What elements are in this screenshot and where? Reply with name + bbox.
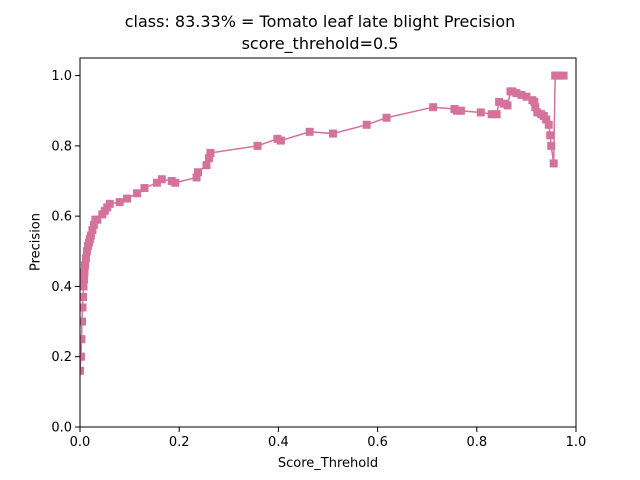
data-point: [546, 131, 555, 140]
data-point: [133, 189, 142, 198]
y-tick-label: 0.6: [51, 210, 72, 225]
data-point: [140, 184, 149, 193]
data-point: [157, 175, 166, 184]
data-point: [115, 198, 124, 207]
data-point: [80, 317, 86, 326]
data-point: [549, 159, 558, 168]
data-point: [171, 178, 180, 187]
data-point: [80, 268, 89, 277]
data-point: [429, 103, 438, 112]
data-point: [80, 275, 88, 284]
data-point: [152, 178, 161, 187]
data-point: [82, 247, 91, 256]
data-point: [522, 92, 531, 101]
data-point: [105, 199, 114, 208]
data-point: [382, 113, 391, 122]
data-point: [123, 194, 132, 203]
data-point: [86, 231, 95, 240]
x-tick-label: 0.2: [169, 435, 190, 450]
data-point: [512, 89, 521, 98]
data-point: [542, 115, 551, 124]
chart-title: class: 83.33% = Tomato leaf late blight …: [124, 12, 516, 31]
data-point: [495, 97, 504, 106]
data-point: [305, 127, 314, 136]
data-point: [476, 108, 485, 117]
data-point: [93, 215, 102, 224]
data-point: [544, 120, 553, 129]
data-point: [206, 148, 215, 157]
x-tick-label: 0.6: [367, 435, 388, 450]
data-point: [530, 97, 539, 106]
data-point: [328, 129, 337, 138]
plot-axes: 0.0 0.2 0.4 0.6 0.8 1.0 0.0 0.2 0.4 0.6 0.8 1.0: [51, 57, 587, 450]
data-point: [81, 254, 90, 263]
y-tick-label: 1.0: [51, 69, 72, 84]
chart-subtitle: score_threhold=0.5: [241, 34, 399, 53]
data-point: [202, 161, 211, 170]
data-point: [547, 141, 556, 150]
data-point: [192, 173, 201, 182]
x-tick-label: 0.0: [70, 435, 91, 450]
plot-marks: [80, 71, 568, 375]
x-tick-label: 0.8: [466, 435, 487, 450]
data-point: [80, 261, 89, 270]
data-point: [492, 110, 501, 119]
y-axis-label: Precision: [28, 212, 44, 272]
data-point: [487, 110, 496, 119]
data-point: [204, 154, 213, 163]
y-tick-label: 0.0: [51, 421, 72, 436]
x-tick-label: 0.4: [268, 435, 289, 450]
data-point: [80, 352, 85, 361]
data-point: [80, 366, 84, 375]
data-point: [253, 141, 262, 150]
x-axis-label: Score_Threhold: [277, 456, 379, 471]
data-point: [531, 103, 540, 112]
data-point: [559, 71, 568, 80]
data-point: [80, 303, 87, 312]
y-tick-label: 0.2: [51, 350, 72, 365]
x-tick-label: 1.0: [566, 435, 587, 450]
data-point: [89, 220, 98, 229]
data-point: [80, 292, 87, 301]
data-point: [517, 90, 526, 99]
series-line: [80, 74, 564, 371]
data-point: [456, 106, 465, 115]
data-point: [88, 226, 97, 235]
data-point: [194, 168, 203, 177]
data-point: [276, 136, 285, 145]
data-point: [362, 120, 371, 129]
y-tick-label: 0.4: [51, 280, 72, 295]
data-point: [503, 101, 512, 110]
plot-frame: [79, 57, 577, 428]
data-point: [80, 282, 88, 291]
data-point: [80, 335, 86, 344]
y-tick-label: 0.8: [51, 139, 72, 154]
